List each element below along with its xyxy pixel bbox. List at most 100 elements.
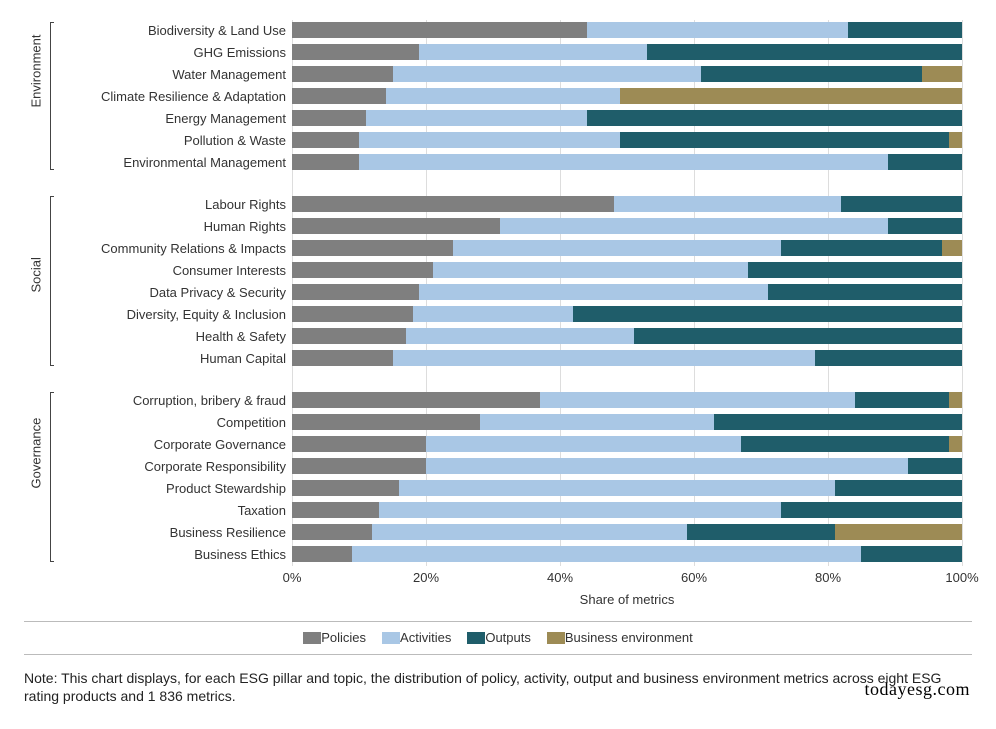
- legend-swatch: [382, 632, 400, 644]
- bar-segment-policies: [292, 22, 587, 38]
- bar-segment-outputs: [848, 22, 962, 38]
- bar-segment-outputs: [861, 546, 962, 562]
- bar-segment-outputs: [781, 240, 942, 256]
- legend-item: Business environment: [547, 630, 693, 645]
- x-tick: 100%: [945, 570, 978, 585]
- bar-segment-business_env: [922, 66, 962, 82]
- group-label: Governance: [29, 465, 44, 489]
- bar-row: [292, 194, 962, 216]
- bar-segment-business_env: [620, 88, 962, 104]
- bars-container: [292, 20, 962, 566]
- bar-segment-outputs: [687, 524, 834, 540]
- bar-segment-activities: [419, 284, 767, 300]
- group-bracket: [50, 392, 54, 562]
- topic-label: Taxation: [54, 500, 292, 522]
- legend-label: Outputs: [485, 630, 531, 645]
- group-bracket: [50, 196, 54, 366]
- topic-axis: Biodiversity & Land UseGHG EmissionsWate…: [54, 20, 292, 607]
- stacked-bar: [292, 436, 962, 452]
- bar-segment-policies: [292, 284, 419, 300]
- topic-label: Pollution & Waste: [54, 130, 292, 152]
- stacked-bar: [292, 480, 962, 496]
- x-axis-ticks: 0%20%40%60%80%100%: [292, 570, 962, 590]
- topic-label: Health & Safety: [54, 326, 292, 348]
- watermark: todayesg.com: [865, 679, 970, 700]
- bar-segment-activities: [453, 240, 781, 256]
- group-label: Social: [29, 269, 44, 293]
- bar-row: [292, 412, 962, 434]
- bar-segment-policies: [292, 66, 393, 82]
- stacked-bar: [292, 154, 962, 170]
- topic-label: Human Rights: [54, 216, 292, 238]
- chart: Environment Social Governance Biodiversity…: [24, 20, 972, 607]
- stacked-bar: [292, 240, 962, 256]
- bar-row: [292, 42, 962, 64]
- bar-segment-activities: [366, 110, 587, 126]
- bar-segment-activities: [399, 480, 835, 496]
- stacked-bar: [292, 44, 962, 60]
- bar-segment-activities: [359, 154, 888, 170]
- bar-row: [292, 130, 962, 152]
- stacked-bar: [292, 110, 962, 126]
- group-label: Environment: [29, 84, 44, 108]
- stacked-bar: [292, 502, 962, 518]
- bar-segment-activities: [433, 262, 748, 278]
- bar-segment-activities: [413, 306, 574, 322]
- bar-segment-activities: [587, 22, 848, 38]
- bar-segment-policies: [292, 44, 419, 60]
- stacked-bar: [292, 66, 962, 82]
- bar-segment-business_env: [949, 436, 962, 452]
- bar-segment-policies: [292, 546, 352, 562]
- bar-segment-activities: [386, 88, 621, 104]
- legend-label: Activities: [400, 630, 451, 645]
- stacked-bar: [292, 132, 962, 148]
- bar-row: [292, 108, 962, 130]
- bar-segment-activities: [406, 328, 634, 344]
- bar-segment-activities: [393, 66, 701, 82]
- stacked-bar: [292, 328, 962, 344]
- bar-segment-policies: [292, 154, 359, 170]
- topic-label: GHG Emissions: [54, 42, 292, 64]
- bar-row: [292, 260, 962, 282]
- x-tick: 20%: [413, 570, 439, 585]
- bar-row: [292, 86, 962, 108]
- legend-swatch: [303, 632, 321, 644]
- topic-label: Climate Resilience & Adaptation: [54, 86, 292, 108]
- stacked-bar: [292, 284, 962, 300]
- bar-row: [292, 64, 962, 86]
- topic-label: Business Ethics: [54, 544, 292, 566]
- stacked-bar: [292, 88, 962, 104]
- bar-segment-outputs: [647, 44, 962, 60]
- bar-row: [292, 478, 962, 500]
- bar-segment-outputs: [781, 502, 962, 518]
- bar-segment-business_env: [942, 240, 962, 256]
- stacked-bar: [292, 350, 962, 366]
- topic-label: Human Capital: [54, 348, 292, 370]
- stacked-bar: [292, 458, 962, 474]
- stacked-bar: [292, 414, 962, 430]
- bar-segment-policies: [292, 110, 366, 126]
- topic-label: Business Resilience: [54, 522, 292, 544]
- bar-segment-activities: [614, 196, 842, 212]
- bar-segment-activities: [426, 458, 908, 474]
- bar-segment-activities: [480, 414, 715, 430]
- bar-segment-policies: [292, 524, 372, 540]
- bar-row: [292, 152, 962, 174]
- bar-segment-policies: [292, 502, 379, 518]
- x-tick: 40%: [547, 570, 573, 585]
- legend-label: Business environment: [565, 630, 693, 645]
- bar-segment-outputs: [587, 110, 962, 126]
- legend-swatch: [467, 632, 485, 644]
- topic-label: Labour Rights: [54, 194, 292, 216]
- chart-note: Note: This chart displays, for each ESG …: [24, 669, 972, 707]
- stacked-bar: [292, 22, 962, 38]
- bar-segment-outputs: [855, 392, 949, 408]
- bar-row: [292, 390, 962, 412]
- topic-label: Product Stewardship: [54, 478, 292, 500]
- bar-row: [292, 304, 962, 326]
- bar-row: [292, 456, 962, 478]
- stacked-bar: [292, 196, 962, 212]
- topic-label: Competition: [54, 412, 292, 434]
- bar-segment-business_env: [949, 392, 962, 408]
- legend-label: Policies: [321, 630, 366, 645]
